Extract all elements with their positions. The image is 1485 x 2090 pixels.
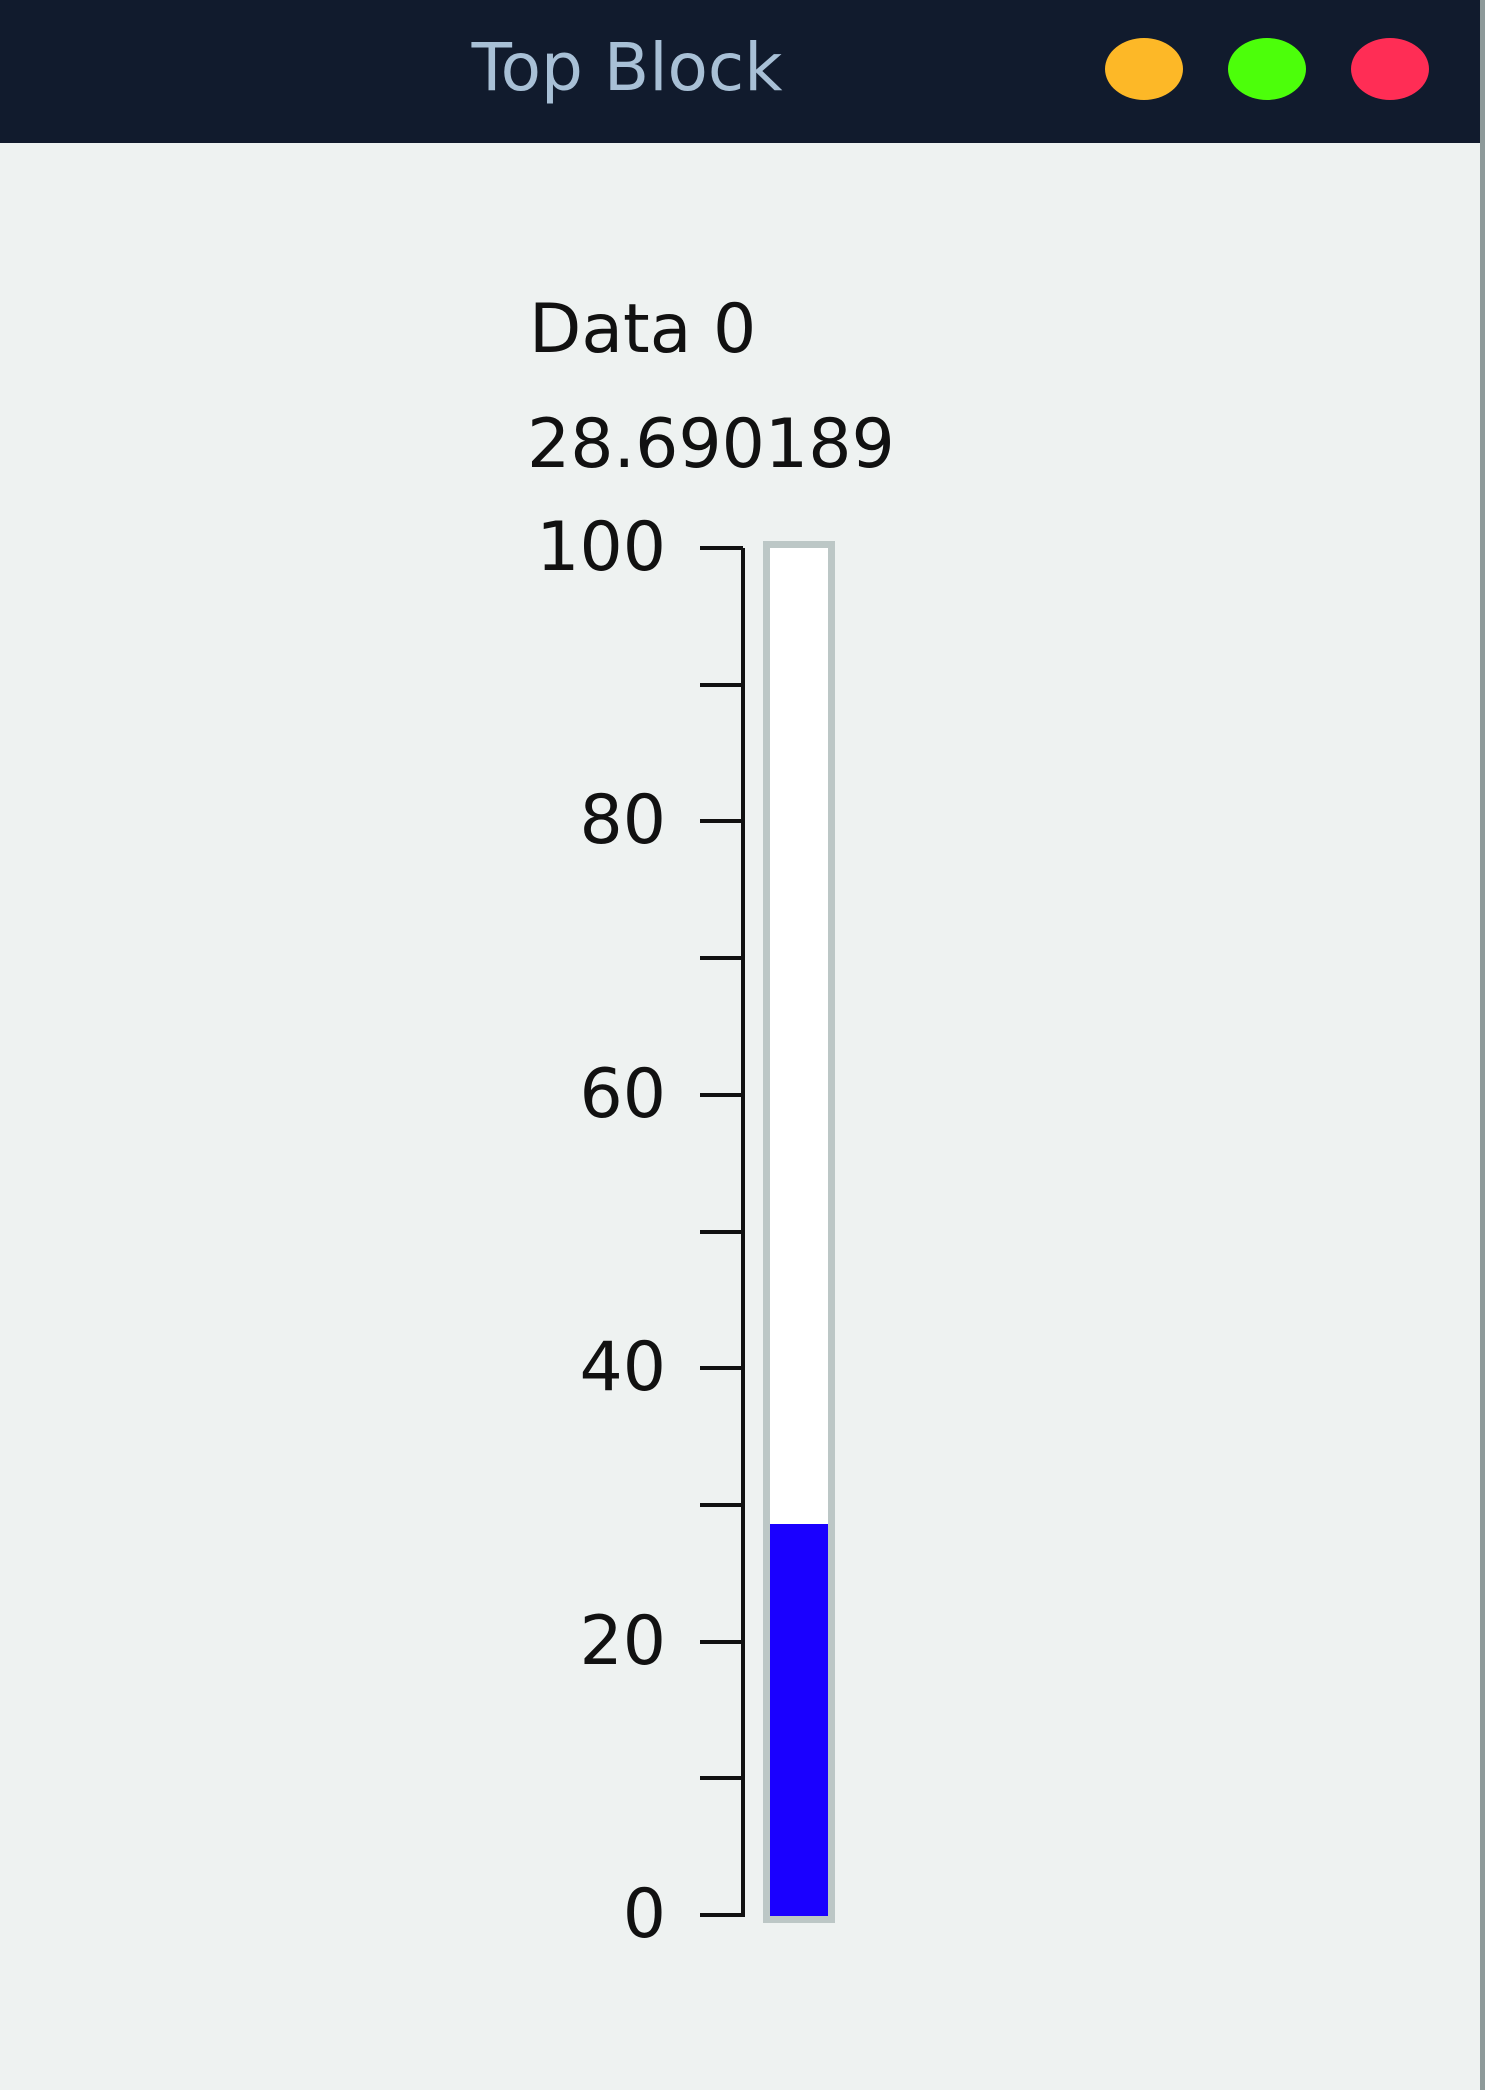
scale-tick: [700, 1366, 743, 1371]
gauge-value: 28.690189: [527, 405, 895, 484]
scale-tick: [700, 1229, 743, 1234]
window-title: Top Block: [471, 29, 783, 106]
scale-tick: [700, 682, 743, 687]
scale-tick: [700, 956, 743, 961]
scale-tick-label: 20: [579, 1601, 666, 1681]
gauge-label: Data 0: [529, 290, 757, 369]
scale-tick: [700, 819, 743, 824]
scale-tick: [700, 1639, 743, 1644]
scale-tick-label: 100: [536, 508, 666, 587]
gauge-bar: [763, 541, 835, 1923]
scale-tick-label: 0: [622, 1875, 666, 1954]
maximize-button[interactable]: [1228, 38, 1306, 100]
close-button[interactable]: [1351, 38, 1429, 100]
minimize-button[interactable]: [1105, 38, 1183, 100]
background-window-edge: [1480, 0, 1485, 2090]
scale-tick: [700, 1092, 743, 1097]
scale-tick: [700, 546, 743, 550]
scale-tick-label: 60: [579, 1054, 666, 1134]
scale-tick-label: 40: [579, 1328, 666, 1408]
scale-axis-line: [741, 548, 745, 1917]
gauge-fill: [770, 1523, 828, 1916]
scale-tick-label: 80: [579, 781, 666, 861]
scale-tick: [700, 1913, 743, 1917]
scale-tick: [700, 1502, 743, 1507]
title-bar: Top Block: [0, 0, 1480, 143]
scale-tick: [700, 1776, 743, 1781]
